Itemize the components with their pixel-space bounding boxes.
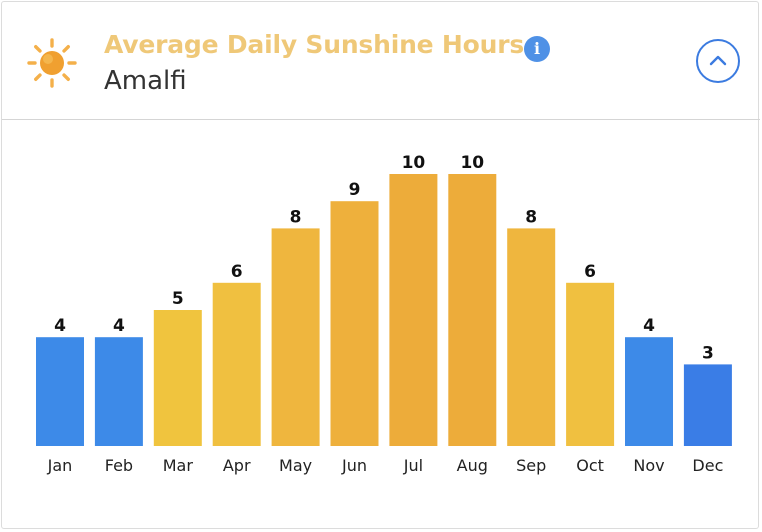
month-label-apr: Apr	[223, 456, 251, 475]
header-divider	[2, 119, 760, 120]
value-label-mar: 5	[172, 289, 184, 309]
month-label-nov: Nov	[633, 456, 664, 475]
sunshine-bar-chart: 4 Jan 4 Feb 5 Mar 6 Apr 8 May 9 Jun 10 Jul 10 Aug 8 Sep 6 O…	[36, 153, 732, 475]
bar-sep	[507, 228, 556, 446]
sun-icon	[27, 38, 77, 88]
value-label-apr: 6	[231, 262, 243, 282]
bar-jan	[36, 337, 84, 446]
month-label-sep: Sep	[516, 456, 546, 475]
value-label-jul: 10	[402, 153, 426, 173]
month-label-dec: Dec	[692, 456, 723, 475]
collapse-button[interactable]	[696, 39, 740, 83]
city-name: Amalfi	[104, 66, 187, 96]
value-label-jan: 4	[54, 316, 66, 336]
bar-aug	[448, 174, 497, 446]
bar-mar	[153, 310, 202, 446]
month-label-oct: Oct	[576, 456, 604, 475]
value-label-oct: 6	[584, 262, 596, 282]
value-label-jun: 9	[349, 180, 361, 200]
month-label-mar: Mar	[163, 456, 194, 475]
bar-nov	[625, 337, 673, 446]
bar-apr	[212, 282, 261, 446]
month-label-jul: Jul	[403, 456, 423, 475]
bar-dec	[683, 364, 732, 446]
bar-feb	[94, 337, 143, 446]
month-label-jun: Jun	[341, 456, 367, 475]
chevron-up-icon	[709, 55, 727, 66]
value-label-feb: 4	[113, 316, 125, 336]
info-icon[interactable]: i	[524, 36, 550, 62]
month-label-may: May	[279, 456, 312, 475]
bar-jul	[389, 174, 438, 446]
value-label-aug: 10	[460, 153, 484, 173]
bar-jun	[330, 201, 379, 446]
value-label-sep: 8	[525, 207, 537, 227]
chart-title: Average Daily Sunshine Hours	[104, 30, 525, 59]
bar-oct	[566, 282, 615, 446]
bar-may	[271, 228, 320, 446]
month-label-feb: Feb	[105, 456, 133, 475]
value-label-may: 8	[290, 207, 302, 227]
card-header: Average Daily Sunshine Hours i Amalfi	[2, 2, 760, 120]
value-label-dec: 3	[702, 343, 714, 363]
value-label-nov: 4	[643, 316, 655, 336]
month-label-aug: Aug	[457, 456, 488, 475]
month-label-jan: Jan	[47, 456, 73, 475]
